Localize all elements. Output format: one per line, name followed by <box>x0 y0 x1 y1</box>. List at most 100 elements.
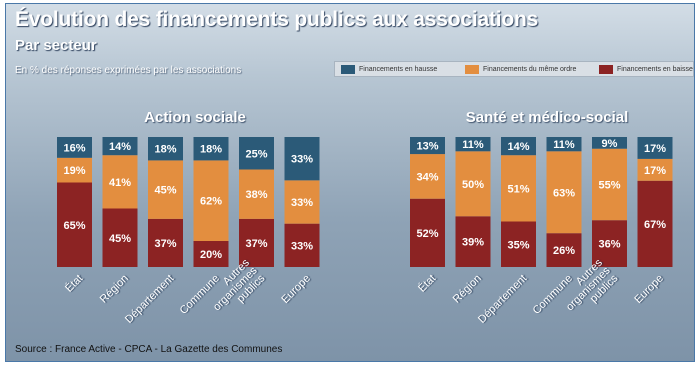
category-label: Région <box>98 272 131 305</box>
legend-item-hausse: Financements en hausse <box>341 64 437 75</box>
bar-segment <box>455 137 491 152</box>
data-label: 33% <box>291 197 313 209</box>
legend-label-meme-ordre: Financements du même ordre <box>483 66 577 73</box>
category-label-line: Département <box>123 272 176 325</box>
data-label: 51% <box>507 183 529 195</box>
category-label-line: Europe <box>632 272 666 306</box>
bar-segment <box>284 180 320 224</box>
data-label: 11% <box>462 139 484 151</box>
bar-segment <box>148 137 183 161</box>
bar-segment <box>148 160 183 219</box>
panel-title-1: Santé et médico-social <box>466 109 629 126</box>
data-label: 20% <box>200 249 222 261</box>
bar-segment <box>284 137 320 181</box>
data-label: 36% <box>598 239 620 251</box>
bar-segment <box>102 137 138 156</box>
chart-subtitle: Par secteur <box>15 37 97 54</box>
bar-segment <box>410 198 445 267</box>
legend-swatch-meme-ordre <box>465 64 479 74</box>
data-label: 34% <box>416 171 438 183</box>
category-label: Département <box>476 272 529 325</box>
chart-note: En % des réponses exprimées par les asso… <box>15 65 242 76</box>
category-label: Région <box>451 272 484 305</box>
charts-svg: Action sociale 65% 19% 16% État 45% 41% 14% Régi… <box>57 109 673 326</box>
data-label: 9% <box>602 138 618 150</box>
category-label: Europe <box>632 272 666 306</box>
bar-segment <box>193 160 229 241</box>
data-label: 18% <box>154 144 176 156</box>
data-label: 62% <box>200 196 222 208</box>
category-label: État <box>62 272 85 295</box>
legend-label-hausse: Financements en hausse <box>359 66 438 73</box>
bar-segment <box>501 137 536 156</box>
data-label: 37% <box>154 238 176 250</box>
legend: Financements en hausse Financements du m… <box>334 61 694 77</box>
data-label: 17% <box>644 165 666 177</box>
data-label: 16% <box>63 142 85 154</box>
bar-segment <box>592 148 627 221</box>
bar-segment <box>637 158 673 181</box>
category-label: Europe <box>279 272 313 306</box>
bar-segment <box>57 157 92 183</box>
category-label-line: Région <box>98 272 131 305</box>
data-label: 25% <box>245 148 267 160</box>
panel-title-0: Action sociale <box>144 109 246 126</box>
bar-segment <box>193 137 229 161</box>
data-label: 55% <box>598 179 620 191</box>
bar-segment <box>410 137 445 155</box>
bar-segment <box>239 169 274 219</box>
data-label: 41% <box>109 177 131 189</box>
category-label: Département <box>123 272 176 325</box>
data-label: 13% <box>416 141 438 153</box>
data-label: 50% <box>462 179 484 191</box>
data-label: 35% <box>507 239 529 251</box>
data-label: 17% <box>644 143 666 155</box>
bar-segment <box>501 155 536 222</box>
bar-segment <box>239 137 274 170</box>
bar-segment <box>546 151 582 234</box>
data-label: 45% <box>154 185 176 197</box>
bar-segment <box>592 220 627 267</box>
bar-segment <box>455 151 491 217</box>
data-label: 38% <box>245 189 267 201</box>
bar-segment <box>102 155 138 209</box>
data-label: 26% <box>553 245 575 257</box>
legend-item-baisse: Financements en baisse <box>599 64 693 75</box>
category-label-line: Département <box>476 272 529 325</box>
bar-segment <box>637 137 673 159</box>
data-label: 39% <box>462 237 484 249</box>
bar-segment <box>637 180 673 267</box>
bar-segment <box>57 137 92 158</box>
bar-segment <box>193 241 229 267</box>
bar-segment <box>455 216 491 267</box>
category-label-line: État <box>62 272 85 295</box>
bar-segment <box>102 208 138 267</box>
data-label: 45% <box>109 233 131 245</box>
chart-frame: Évolution des financements publics aux a… <box>5 3 695 362</box>
bar-segment <box>239 218 274 267</box>
data-label: 65% <box>63 220 85 232</box>
bar-segment <box>546 233 582 267</box>
bar-segment <box>592 137 627 149</box>
data-label: 33% <box>291 240 313 252</box>
legend-swatch-hausse <box>341 64 355 74</box>
chart-title: Évolution des financements publics aux a… <box>15 8 539 31</box>
bar-segment <box>284 223 320 267</box>
bar-segment <box>501 221 536 267</box>
data-label: 52% <box>416 228 438 240</box>
category-label: État <box>415 272 438 295</box>
bar-segment <box>546 137 582 152</box>
bar-segment <box>410 154 445 199</box>
legend-label-baisse: Financements en baisse <box>617 66 693 73</box>
data-label: 18% <box>200 144 222 156</box>
legend-item-meme-ordre: Financements du même ordre <box>465 64 576 75</box>
data-label: 14% <box>109 141 131 153</box>
data-label: 37% <box>245 238 267 250</box>
category-label-line: État <box>415 272 438 295</box>
bar-segment <box>148 218 183 267</box>
data-label: 63% <box>553 187 575 199</box>
data-label: 67% <box>644 219 666 231</box>
source-note: Source : France Active - CPCA - La Gazet… <box>15 344 283 355</box>
bar-segment <box>57 182 92 267</box>
legend-swatch-baisse <box>599 64 613 74</box>
